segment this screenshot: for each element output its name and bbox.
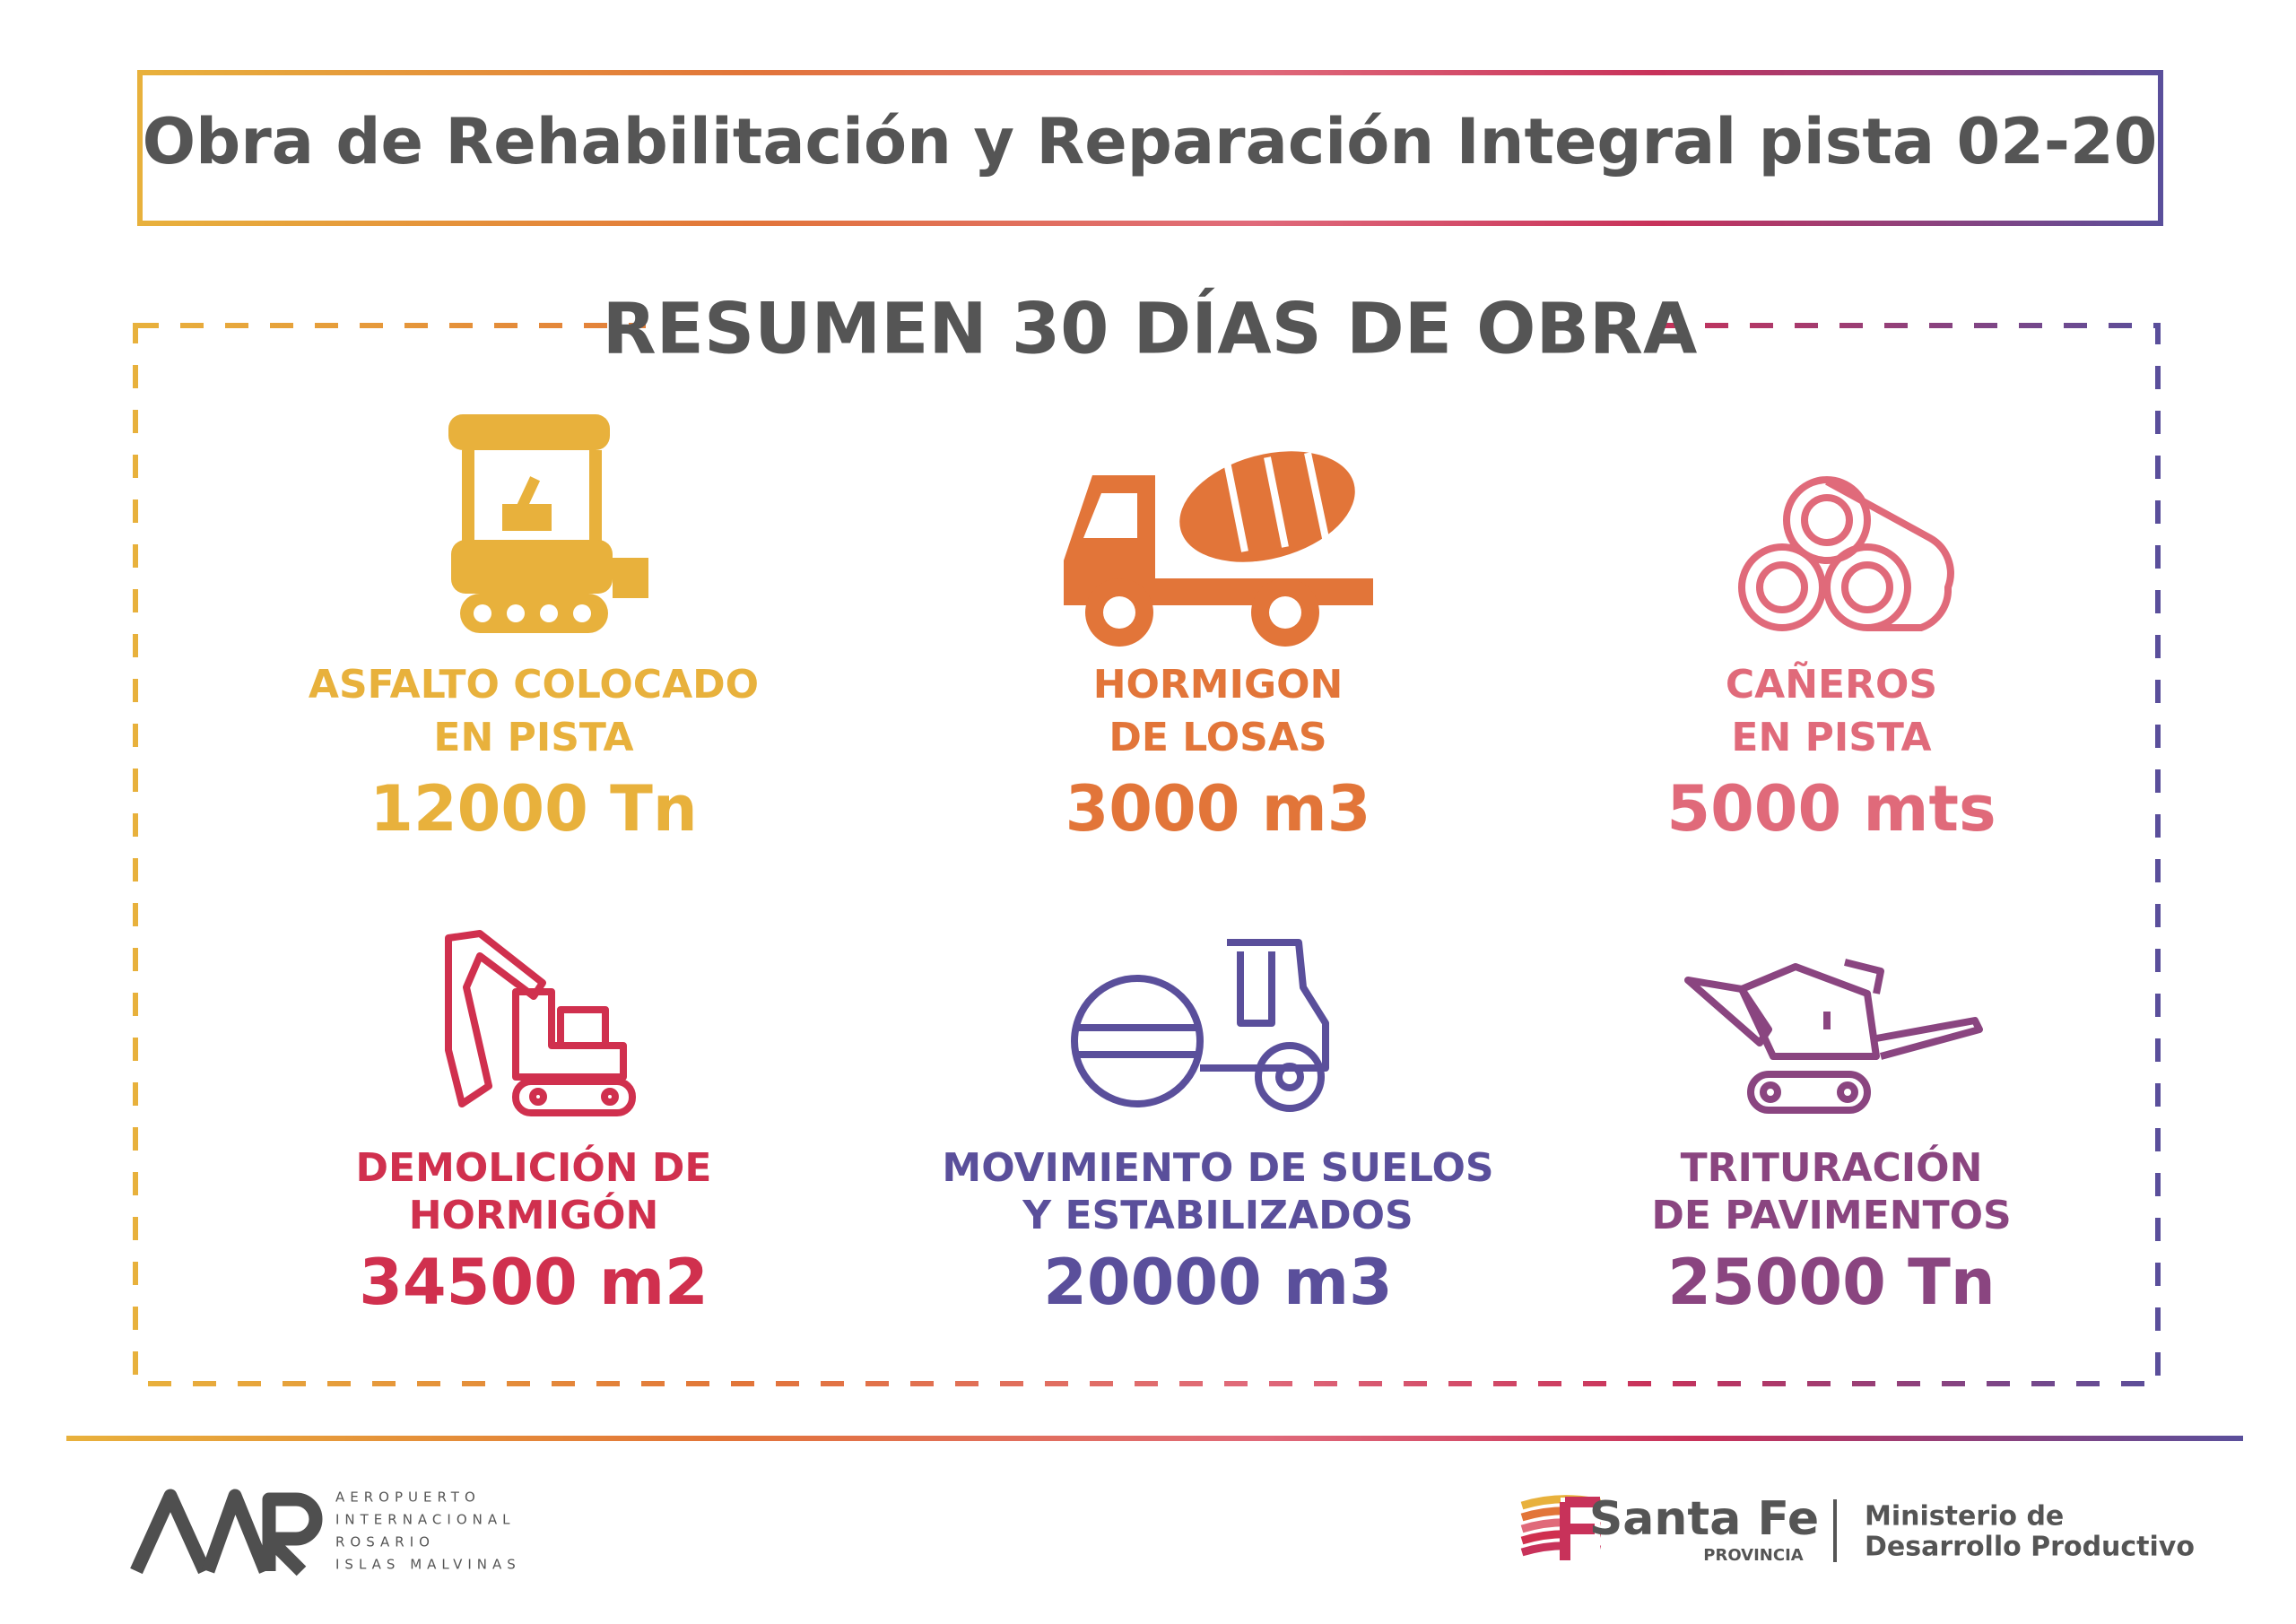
airport-line: INTERNACIONAL bbox=[335, 1512, 515, 1528]
pipes-icon bbox=[1738, 476, 1954, 631]
item-label: MOVIMIENTO DE SUELOS bbox=[942, 1145, 1493, 1191]
subtitle: RESUMEN 30 DÍAS DE OBRA bbox=[603, 287, 1698, 369]
roller-icon bbox=[1071, 939, 1329, 1112]
ministry-line: Ministerio de bbox=[1865, 1501, 2064, 1533]
item-value: 25000 Tn bbox=[1667, 1246, 1995, 1319]
item-label: Y ESTABILIZADOS bbox=[1022, 1193, 1413, 1238]
item-label: CAÑEROS bbox=[1726, 660, 1937, 708]
airport-line: ISLAS MALVINAS bbox=[335, 1557, 521, 1573]
province-subtitle: PROVINCIA bbox=[1703, 1546, 1803, 1565]
item-label: EN PISTA bbox=[1731, 715, 1931, 760]
crusher-icon bbox=[1684, 959, 1983, 1114]
excavator-icon bbox=[445, 930, 636, 1116]
paver-icon bbox=[448, 414, 648, 633]
item-label: EN PISTA bbox=[433, 715, 633, 760]
mixer-truck-icon bbox=[1064, 451, 1373, 647]
air-logo bbox=[130, 1489, 323, 1576]
province-name: Santa Fe bbox=[1589, 1492, 1819, 1546]
item-label: TRITURACIÓN bbox=[1681, 1143, 1983, 1191]
divider bbox=[66, 1436, 2243, 1441]
item-value: 12000 Tn bbox=[370, 772, 697, 846]
item-value: 5000 mts bbox=[1666, 772, 1996, 846]
summary-frame bbox=[133, 323, 2161, 1386]
ministry-line: Desarrollo Productivo bbox=[1865, 1532, 2195, 1563]
item-label: DE LOSAS bbox=[1109, 715, 1326, 760]
item-label: HORMIGON bbox=[1093, 662, 1344, 708]
item-value: 20000 m3 bbox=[1043, 1246, 1393, 1319]
airport-name: AEROPUERTO INTERNACIONAL ROSARIO ISLAS MALV… bbox=[335, 1489, 521, 1573]
item-value: 34500 m2 bbox=[359, 1246, 709, 1319]
item-label: ASFALTO COLOCADO bbox=[309, 662, 759, 708]
item-label: DEMOLICIÓN DE bbox=[356, 1143, 712, 1191]
title: Obra de Rehabilitación y Reparación Inte… bbox=[143, 105, 2158, 178]
item-label: DE PAVIMENTOS bbox=[1651, 1193, 2011, 1238]
airport-line: AEROPUERTO bbox=[335, 1489, 481, 1506]
airport-line: ROSARIO bbox=[335, 1534, 435, 1550]
subtitle-backdrop bbox=[646, 287, 1650, 377]
item-value: 3000 m3 bbox=[1065, 772, 1371, 846]
title-frame bbox=[137, 70, 2163, 226]
item-label: HORMIGÓN bbox=[409, 1191, 659, 1238]
province-flag bbox=[1520, 1495, 1601, 1560]
